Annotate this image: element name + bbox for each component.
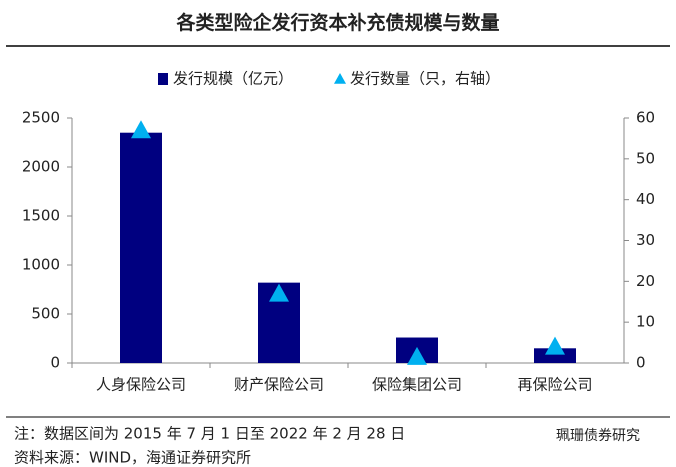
y-tick-label: 2000 [22, 158, 60, 176]
y2-tick-label: 10 [636, 313, 655, 331]
y2-tick-label: 30 [636, 231, 655, 249]
marker [407, 346, 427, 365]
x-tick-label: 人身保险公司 [96, 376, 186, 394]
x-tick-label: 保险集团公司 [372, 376, 462, 394]
legend-label: 发行数量（只，右轴） [350, 70, 500, 88]
y-tick-label: 1000 [22, 256, 60, 274]
watermark: 珮珊债券研究 [556, 428, 640, 444]
bar [534, 348, 576, 363]
y2-tick-label: 0 [636, 354, 646, 372]
marker [545, 336, 565, 355]
legend-symbol [158, 73, 168, 85]
y-tick-label: 500 [31, 305, 60, 323]
y-tick-label: 0 [50, 354, 60, 372]
y2-tick-label: 20 [636, 272, 655, 290]
legend-symbol [334, 73, 346, 84]
y2-tick-label: 40 [636, 190, 655, 208]
x-tick-label: 财产保险公司 [234, 376, 324, 394]
y2-tick-label: 60 [636, 109, 655, 127]
y-tick-label: 2500 [22, 109, 60, 127]
y-tick-label: 1500 [22, 207, 60, 225]
source: 资料来源：WIND，海通证券研究所 [14, 449, 251, 467]
marker [269, 283, 289, 302]
y2-tick-label: 50 [636, 149, 655, 167]
legend-label: 发行规模（亿元） [173, 70, 293, 88]
chart-title: 各类型险企发行资本补充债规模与数量 [175, 11, 499, 34]
x-tick-label: 再保险公司 [517, 376, 592, 394]
marker [131, 120, 151, 139]
note: 注：数据区间为 2015 年 7 月 1 日至 2022 年 2 月 28 日 [14, 425, 405, 443]
bar [120, 132, 162, 363]
